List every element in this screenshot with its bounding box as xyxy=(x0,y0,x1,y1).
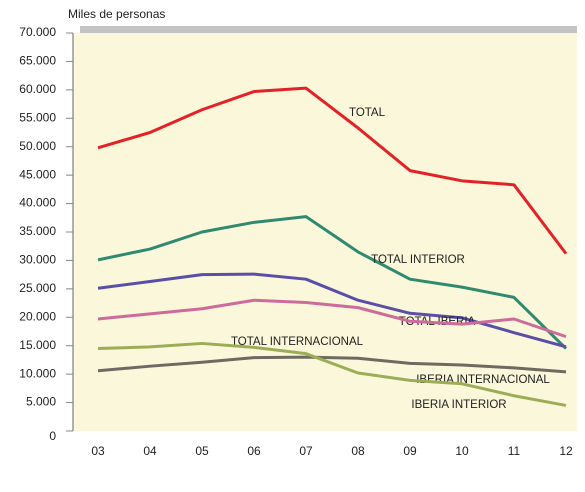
y-tick-label: 45.000 xyxy=(19,167,56,181)
series-line xyxy=(97,272,567,349)
series-line xyxy=(97,341,567,407)
y-tick-label: 30.000 xyxy=(19,253,56,267)
x-tick-label: 04 xyxy=(143,444,157,458)
series-line xyxy=(97,215,568,350)
x-tick-label: 03 xyxy=(91,444,105,458)
x-tick-label: 11 xyxy=(508,444,521,458)
y-tick-label: 25.000 xyxy=(19,281,56,295)
y-tick-label: 50.000 xyxy=(19,139,56,153)
x-tick-label: 07 xyxy=(299,444,313,458)
series-label: IBERIA INTERNACIONAL xyxy=(416,374,550,386)
series-line xyxy=(97,86,568,255)
x-tick-label: 06 xyxy=(247,444,261,458)
series-label: TOTAL xyxy=(349,107,386,119)
x-tick-label: 05 xyxy=(195,444,209,458)
x-tick-label: 10 xyxy=(455,444,469,458)
series-line xyxy=(97,298,567,339)
y-tick-label: 35.000 xyxy=(19,224,56,238)
y-tick-label: 70.000 xyxy=(19,25,56,39)
y-tick-label: 15.000 xyxy=(19,338,56,352)
series-line xyxy=(97,355,567,374)
y-tick-label: 5.000 xyxy=(26,395,56,409)
series-label: TOTAL INTERIOR xyxy=(371,254,465,266)
y-tick-label: 10.000 xyxy=(19,366,56,380)
x-tick-label: 12 xyxy=(559,444,573,458)
y-tick-label: 55.000 xyxy=(19,110,56,124)
series-label: IBERIA INTERIOR xyxy=(411,399,506,411)
plot-top-band xyxy=(80,26,577,33)
y-axis-label: Miles de personas xyxy=(68,7,165,21)
x-tick-label: 09 xyxy=(403,444,417,458)
x-tick-label: 08 xyxy=(351,444,365,458)
y-tick-label: 40.000 xyxy=(19,196,56,210)
plot-area xyxy=(73,33,577,431)
y-tick-label: 20.000 xyxy=(19,309,56,323)
y-tick-label: 60.000 xyxy=(19,82,56,96)
y-tick-label: 0 xyxy=(49,429,56,443)
series-label: TOTAL INTERNACIONAL xyxy=(231,336,364,348)
y-tick-label: 65.000 xyxy=(19,54,56,68)
